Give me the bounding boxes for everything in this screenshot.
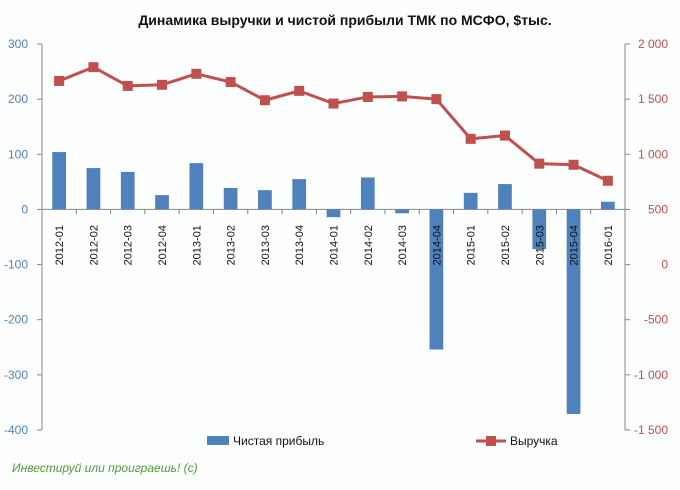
category-label: 2013-03 <box>260 225 272 265</box>
revenue-point-2012-01 <box>54 75 65 86</box>
category-labels: 2012-01 2012-02 2012-03 2012-04 2013-01 2013-… <box>54 225 615 265</box>
revenue-point-2016-01 <box>602 175 613 186</box>
right-tick-label: 1 000 <box>638 147 668 161</box>
left-tick-label: 300 <box>8 37 28 51</box>
category-label: 2012-02 <box>88 225 100 265</box>
bar-2013-03 <box>258 190 272 210</box>
left-tick-label: 100 <box>8 147 28 161</box>
category-label: 2015-03 <box>534 225 546 265</box>
category-label: 2016-01 <box>603 225 615 265</box>
revenue-point-2013-04 <box>294 85 305 96</box>
revenue-line <box>58 65 609 183</box>
revenue-point-2012-03 <box>122 80 133 91</box>
bar-2013-01 <box>189 163 204 210</box>
category-label: 2014-01 <box>329 225 341 265</box>
revenue-point-2013-01 <box>191 68 202 79</box>
bar-2012-04 <box>155 195 169 210</box>
revenue-point-2014-03 <box>397 91 408 102</box>
bar-2014-01 <box>326 209 341 218</box>
category-label: 2015-02 <box>500 225 512 265</box>
legend-line-marker <box>486 436 496 446</box>
legend: Чистая прибыль Выручка <box>207 434 558 448</box>
bar-2015-01 <box>463 192 478 210</box>
bar-2012-03 <box>120 171 135 210</box>
revenue-point-2014-04 <box>431 94 442 105</box>
bar-2013-04 <box>292 179 307 210</box>
bar-2014-04 <box>429 209 444 350</box>
bar-2014-03 <box>395 209 409 214</box>
footer-note: Инвестируй или проиграешь! (с) <box>12 461 198 475</box>
category-label: 2012-03 <box>123 225 135 265</box>
chart-title: Динамика выручки и чистой прибыли ТМК по… <box>138 12 551 28</box>
bar-2014-02 <box>360 177 375 210</box>
revenue-point-2012-04 <box>157 79 168 90</box>
category-label: 2013-04 <box>294 225 306 265</box>
right-tick-label: 0 <box>661 258 668 272</box>
line-series <box>54 62 613 186</box>
revenue-point-2015-02 <box>499 130 510 141</box>
legend-bar-swatch <box>207 436 229 445</box>
category-label: 2012-01 <box>54 225 66 265</box>
right-tick-label: 2 000 <box>638 37 668 51</box>
right-tick-label: -1 500 <box>634 423 668 437</box>
right-tick-label: -1 000 <box>634 368 668 382</box>
bar-2013-02 <box>223 187 238 210</box>
category-label: 2014-03 <box>397 225 409 265</box>
category-label: 2015-04 <box>569 225 581 265</box>
category-label: 2014-02 <box>363 225 375 265</box>
category-label: 2012-04 <box>157 225 169 265</box>
legend-line-label: Выручка <box>510 434 558 448</box>
axes: 300 200 100 0 -100 -200 -300 -400 2 000 1 500 1 00… <box>4 37 668 437</box>
bar-2012-01 <box>52 152 67 210</box>
left-tick-label: 200 <box>8 92 28 106</box>
category-label: 2013-01 <box>191 225 203 265</box>
revenue-point-2014-02 <box>362 91 373 102</box>
legend-bar-label: Чистая прибыль <box>233 434 324 448</box>
left-tick-label: -200 <box>4 313 28 327</box>
category-label: 2014-04 <box>431 225 443 265</box>
revenue-point-2013-03 <box>259 95 270 106</box>
revenue-point-2013-02 <box>225 77 236 88</box>
revenue-point-2015-01 <box>465 133 476 144</box>
right-tick-label: -500 <box>644 313 668 327</box>
bar-2015-02 <box>498 184 512 210</box>
left-tick-label: 0 <box>21 202 28 216</box>
bar-2012-02 <box>86 168 101 210</box>
left-tick-label: -300 <box>4 368 28 382</box>
revenue-point-2014-01 <box>328 98 339 109</box>
right-tick-label: 1 500 <box>638 92 668 106</box>
right-tick-label: 500 <box>648 202 668 216</box>
left-tick-label: -400 <box>4 423 28 437</box>
revenue-point-2015-04 <box>568 159 579 170</box>
revenue-point-2015-03 <box>534 158 545 169</box>
left-tick-label: -100 <box>4 258 28 272</box>
bar-2015-03 <box>532 209 547 250</box>
revenue-point-2012-02 <box>88 62 99 73</box>
bar-2016-01 <box>600 201 615 210</box>
category-label: 2013-02 <box>226 225 238 265</box>
bar-series <box>52 152 615 415</box>
category-label: 2015-01 <box>466 225 478 265</box>
bar-2015-04 <box>566 209 581 415</box>
